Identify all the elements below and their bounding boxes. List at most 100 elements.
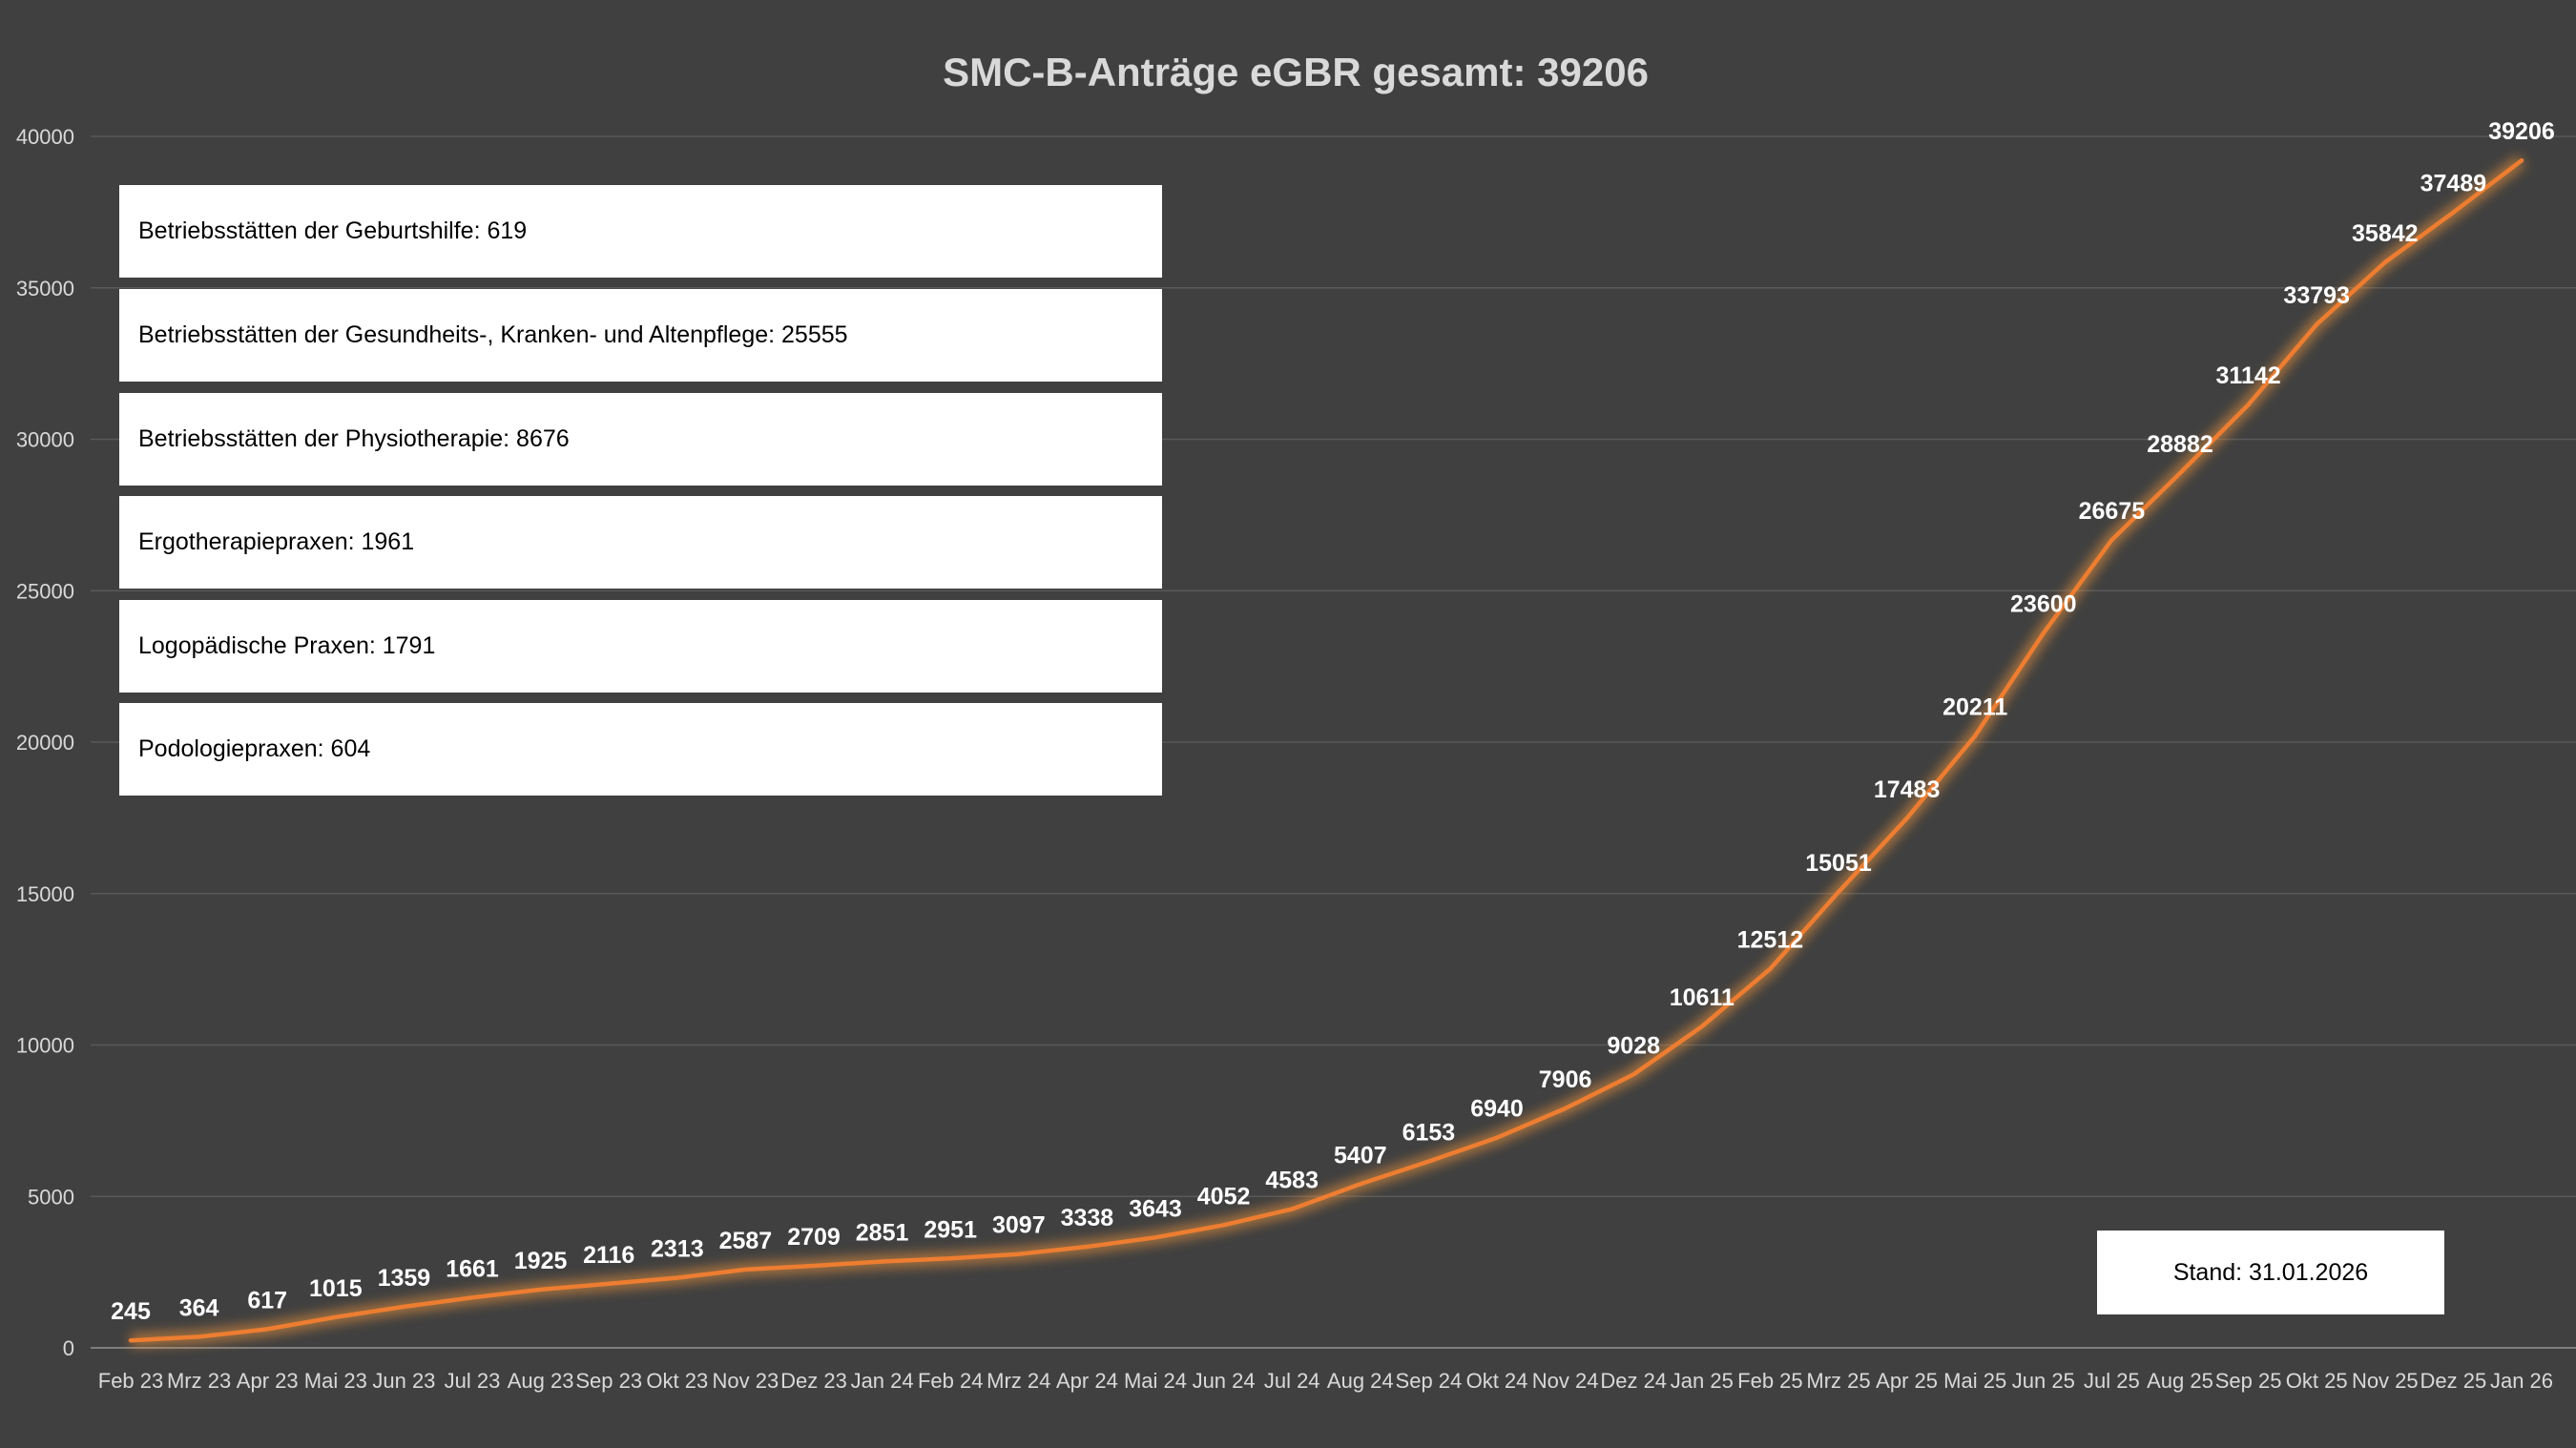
data-label: 20211 [1942,693,2007,720]
data-label: 15051 [1805,850,1872,877]
x-tick-label: Mrz 25 [1806,1369,1870,1393]
y-tick-label: 15000 [16,882,74,906]
series-line [128,157,2524,1343]
data-point [1495,1135,1499,1140]
x-tick-label: Okt 23 [646,1369,708,1393]
data-label: 9028 [1607,1032,1660,1059]
stand-date-box: Stand: 31.01.2026 [2097,1231,2444,1314]
data-point [2382,260,2387,265]
data-label: 39206 [2488,118,2555,145]
x-tick-label: Mai 24 [1124,1369,1187,1393]
data-point [812,1263,816,1268]
data-label: 1661 [446,1255,499,1282]
y-tick-label: 20000 [16,731,74,755]
data-point [2041,631,2046,635]
legend-box-ergotherapie: Ergotherapiepraxen: 1961 [119,496,1162,589]
data-label: 2709 [787,1224,841,1251]
x-tick-label: Jan 24 [851,1369,914,1393]
x-tick-label: Nov 25 [2352,1369,2419,1393]
data-label: 7906 [1539,1066,1592,1093]
x-tick-label: Jun 25 [2012,1369,2075,1393]
data-point [1699,1024,1704,1029]
data-point [607,1281,612,1286]
x-tick-label: Dez 25 [2420,1369,2487,1393]
data-point [333,1314,338,1319]
data-point [1837,890,1840,895]
data-point [1221,1223,1226,1228]
data-point [129,1338,133,1343]
x-tick-label: Jun 24 [1193,1369,1256,1393]
chart-title: SMC-B-Anträge eGBR gesamt: 39206 [943,50,1649,94]
data-point [880,1259,884,1264]
data-label: 28882 [2147,431,2213,458]
data-point [2315,322,2319,327]
x-tick-label: Feb 25 [1737,1369,1803,1393]
data-point [2178,470,2182,475]
data-label: 1925 [514,1248,568,1274]
data-label: 1015 [309,1275,363,1302]
x-tick-label: Apr 24 [1056,1369,1118,1393]
x-tick-label: Mai 25 [1943,1369,2006,1393]
y-tick-label: 10000 [16,1034,74,1058]
y-tick-label: 40000 [16,125,74,149]
data-point [675,1275,679,1280]
x-tick-label: Aug 23 [508,1369,574,1393]
data-point [402,1304,406,1309]
data-label: 3338 [1061,1205,1114,1231]
x-tick-label: Mrz 23 [167,1369,231,1393]
legend-box-physiotherapie: Betriebsstätten der Physiotherapie: 8676 [119,393,1162,486]
x-tick-label: Okt 24 [1466,1369,1528,1393]
x-tick-label: Jun 23 [372,1369,435,1393]
data-label: 31142 [2216,362,2281,389]
data-label: 245 [111,1298,151,1325]
data-label: 23600 [2010,591,2077,618]
data-point [470,1295,474,1300]
data-label: 5407 [1334,1142,1387,1169]
x-tick-label: Apr 23 [237,1369,299,1393]
data-label: 1359 [378,1265,431,1292]
data-label: 26675 [2079,498,2146,525]
data-point [1768,966,1773,971]
x-tick-label: Apr 25 [1876,1369,1938,1393]
x-tick-label: Nov 23 [713,1369,779,1393]
data-point [1904,816,1909,820]
data-label: 37489 [2420,171,2487,197]
data-point [1973,734,1978,738]
data-point [1290,1207,1295,1211]
x-tick-label: Okt 25 [2286,1369,2348,1393]
data-label: 2851 [856,1219,909,1246]
y-tick-label: 25000 [16,579,74,603]
data-label: 3643 [1129,1195,1182,1222]
data-label: 2313 [651,1236,704,1263]
data-label: 2951 [924,1216,977,1243]
data-point [1358,1182,1362,1187]
x-tick-label: Jan 25 [1671,1369,1734,1393]
data-point [1563,1106,1568,1110]
x-tick-label: Sep 24 [1396,1369,1463,1393]
x-tick-label: Jul 24 [1264,1369,1320,1393]
data-label: 4052 [1197,1183,1251,1210]
data-point [1631,1072,1636,1077]
data-point [1016,1251,1021,1256]
data-point [1153,1235,1157,1240]
x-tick-label: Jan 26 [2490,1369,2553,1393]
x-tick-label: Feb 23 [98,1369,164,1393]
data-label: 4583 [1265,1167,1319,1193]
y-tick-label: 30000 [16,428,74,452]
data-label: 364 [179,1294,219,1321]
legend-box-geburtshilfe: Betriebsstätten der Geburtshilfe: 619 [119,185,1162,278]
data-label: 2587 [719,1228,773,1254]
legend-box-logopaedie: Logopädische Praxen: 1791 [119,600,1162,693]
x-tick-label: Sep 25 [2215,1369,2282,1393]
data-point [948,1256,953,1261]
x-tick-label: Jul 25 [2084,1369,2140,1393]
data-label: 617 [247,1287,287,1314]
x-tick-label: Mrz 24 [987,1369,1050,1393]
data-label: 6153 [1402,1120,1456,1147]
data-point [743,1267,748,1272]
data-label: 12512 [1737,927,1804,954]
x-tick-label: Mai 23 [304,1369,367,1393]
x-tick-label: Feb 24 [918,1369,984,1393]
